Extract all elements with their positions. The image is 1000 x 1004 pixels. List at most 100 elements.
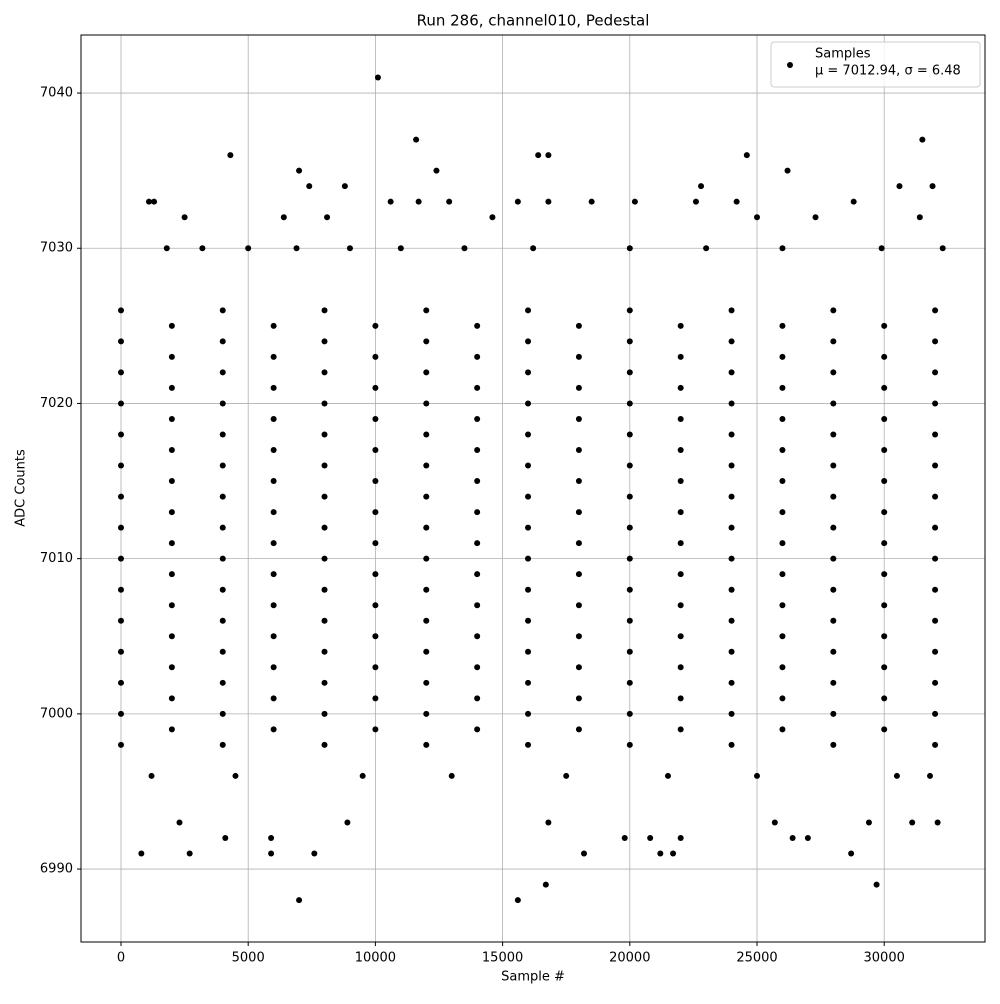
data-point xyxy=(779,384,786,391)
data-point xyxy=(372,447,379,454)
data-point xyxy=(535,152,542,159)
plot-frame xyxy=(80,34,986,943)
data-point xyxy=(626,741,633,748)
data-point xyxy=(830,462,837,469)
data-point xyxy=(626,555,633,562)
legend-label: Samples xyxy=(815,47,871,62)
data-point xyxy=(677,726,684,733)
data-point xyxy=(268,850,275,857)
data-point xyxy=(626,245,633,252)
data-point xyxy=(372,509,379,516)
data-point xyxy=(176,819,183,826)
data-point xyxy=(311,850,318,857)
chart-title: Run 286, channel010, Pedestal xyxy=(417,12,650,30)
data-point xyxy=(932,586,939,593)
data-point xyxy=(474,478,481,485)
data-point xyxy=(779,353,786,360)
data-point xyxy=(117,524,124,531)
data-point xyxy=(117,493,124,500)
data-point xyxy=(677,571,684,578)
data-point xyxy=(779,509,786,516)
x-tick-label: 20000 xyxy=(609,951,650,966)
data-point xyxy=(728,493,735,500)
data-point xyxy=(916,214,923,221)
data-point xyxy=(423,524,430,531)
data-point xyxy=(219,648,226,655)
data-point xyxy=(812,214,819,221)
data-point xyxy=(372,633,379,640)
legend-box xyxy=(770,41,981,88)
data-point xyxy=(321,648,328,655)
data-point xyxy=(525,307,532,314)
data-point xyxy=(423,586,430,593)
data-point xyxy=(919,136,926,143)
data-point xyxy=(779,664,786,671)
x-axis-label: Sample # xyxy=(501,970,565,985)
data-point xyxy=(219,462,226,469)
data-point xyxy=(168,509,175,516)
data-point xyxy=(865,819,872,826)
data-point xyxy=(168,540,175,547)
data-point xyxy=(245,245,252,252)
data-point xyxy=(830,648,837,655)
data-point xyxy=(372,695,379,702)
data-point xyxy=(168,353,175,360)
data-point xyxy=(728,617,735,624)
data-point xyxy=(168,571,175,578)
data-point xyxy=(647,835,654,842)
data-point xyxy=(525,431,532,438)
data-point xyxy=(372,478,379,485)
y-tick-label: 7000 xyxy=(40,706,73,721)
data-point xyxy=(219,710,226,717)
data-point xyxy=(779,415,786,422)
data-point xyxy=(489,214,496,221)
data-point xyxy=(677,478,684,485)
data-point xyxy=(575,540,582,547)
data-point xyxy=(926,772,933,779)
data-point xyxy=(374,74,381,81)
data-point xyxy=(117,338,124,345)
data-point xyxy=(163,245,170,252)
y-tick-label: 6990 xyxy=(40,862,73,877)
data-point xyxy=(423,369,430,376)
data-point xyxy=(779,571,786,578)
data-point xyxy=(117,586,124,593)
legend: Samples μ = 7012.94, σ = 6.48 xyxy=(770,41,981,88)
data-point xyxy=(525,338,532,345)
data-point xyxy=(219,369,226,376)
data-point xyxy=(779,322,786,329)
data-point xyxy=(474,602,481,609)
data-point xyxy=(474,384,481,391)
data-point xyxy=(621,835,628,842)
data-point xyxy=(626,617,633,624)
data-point xyxy=(151,198,158,205)
data-point xyxy=(423,307,430,314)
data-point xyxy=(789,835,796,842)
data-point xyxy=(474,571,481,578)
data-point xyxy=(932,462,939,469)
data-point xyxy=(850,198,857,205)
data-point xyxy=(372,415,379,422)
data-point xyxy=(728,524,735,531)
data-point xyxy=(321,586,328,593)
data-point xyxy=(677,633,684,640)
data-point xyxy=(474,447,481,454)
data-point xyxy=(270,602,277,609)
data-point xyxy=(932,369,939,376)
data-point xyxy=(728,338,735,345)
data-point xyxy=(219,307,226,314)
data-point xyxy=(881,695,888,702)
data-point xyxy=(932,493,939,500)
data-point xyxy=(423,741,430,748)
data-point xyxy=(881,602,888,609)
legend-stats: μ = 7012.94, σ = 6.48 xyxy=(815,64,961,79)
data-point xyxy=(677,447,684,454)
data-point xyxy=(168,447,175,454)
data-point xyxy=(525,710,532,717)
data-point xyxy=(321,679,328,686)
data-point xyxy=(293,245,300,252)
data-point xyxy=(270,478,277,485)
data-point xyxy=(664,772,671,779)
data-point xyxy=(433,167,440,174)
data-point xyxy=(893,772,900,779)
